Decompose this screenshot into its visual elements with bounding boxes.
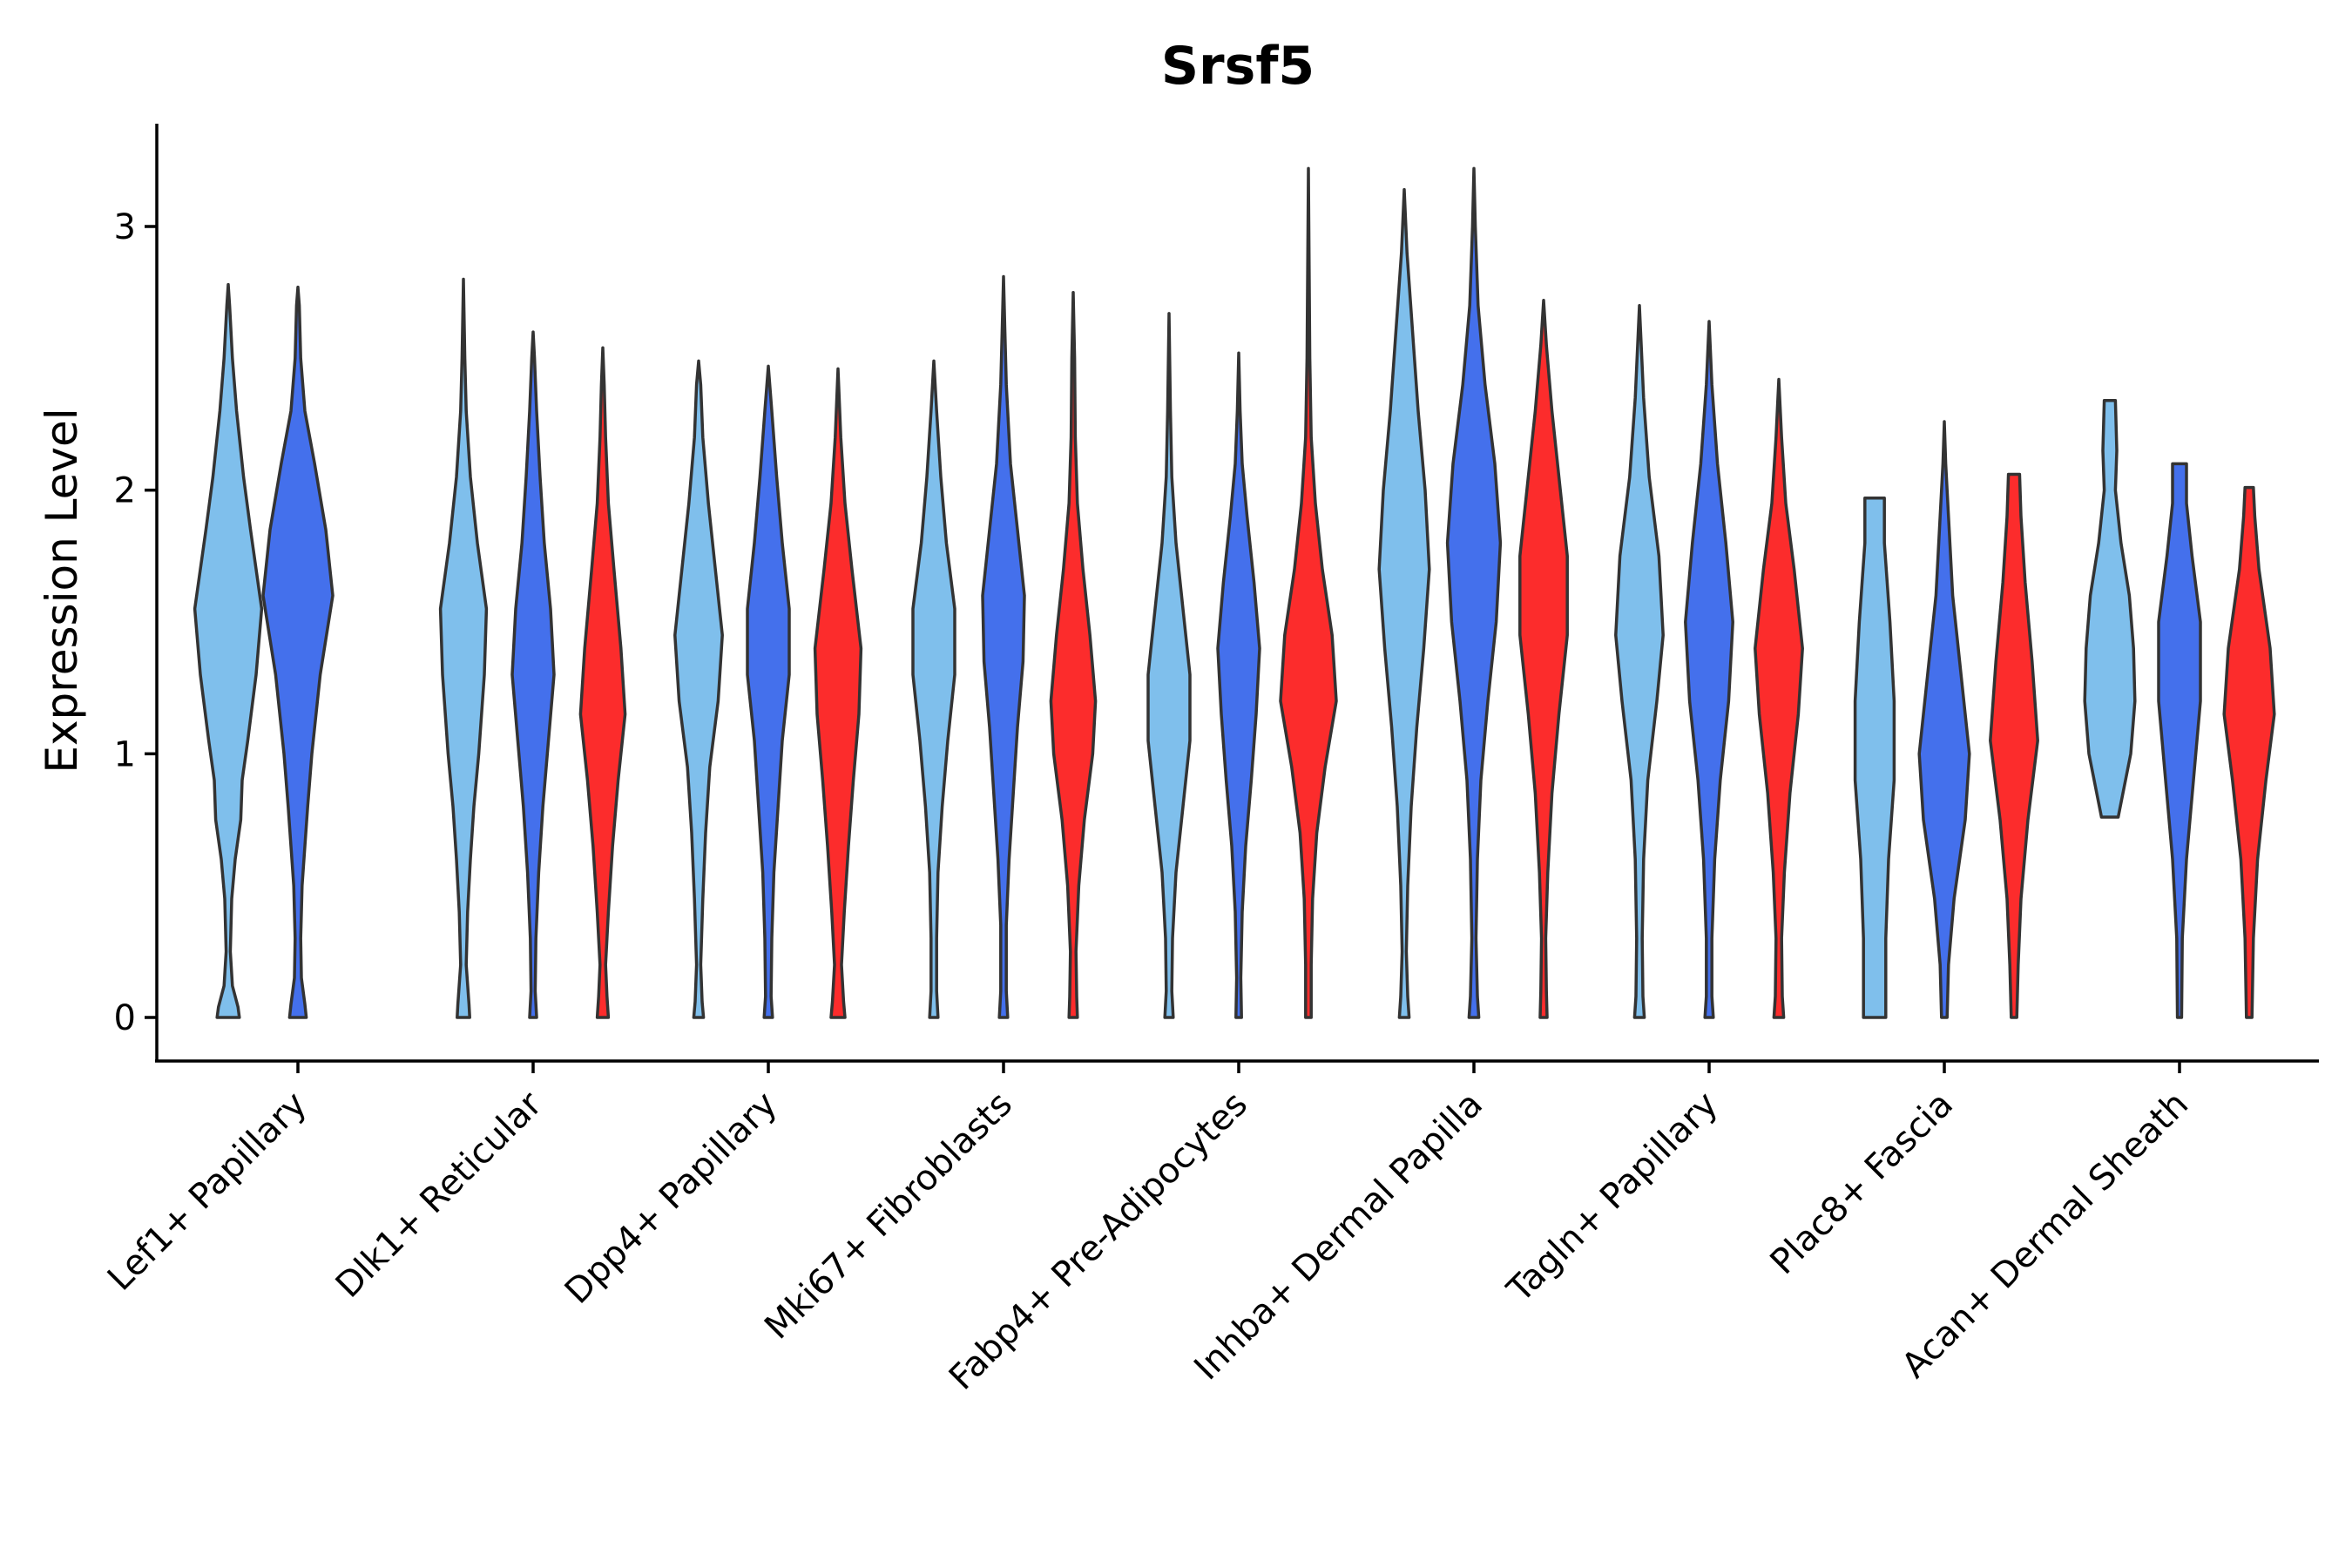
chart-title: Srsf5 — [1161, 36, 1315, 97]
x-tick-label: Plac8+ Fascia — [1763, 1085, 1962, 1283]
y-axis-ticks: 0 1 2 3 — [114, 207, 157, 1038]
violin-2-2 — [813, 367, 863, 1019]
violin-5-0 — [1377, 187, 1431, 1019]
violin-2-0 — [673, 359, 724, 1019]
x-axis-ticks: Lef1+ Papillary Dlk1+ Reticular Dpp4+ Papi… — [100, 1061, 2196, 1398]
violin-7-1 — [1917, 420, 1971, 1019]
violin-5-2 — [1518, 298, 1569, 1019]
violin-3-2 — [1049, 290, 1098, 1019]
violin-7-0 — [1853, 496, 1896, 1019]
violin-layer — [193, 166, 2276, 1019]
violin-5-1 — [1445, 166, 1503, 1019]
violin-6-1 — [1684, 320, 1734, 1019]
violin-0-1 — [261, 285, 335, 1019]
violin-2-1 — [746, 364, 791, 1019]
violin-1-1 — [510, 330, 556, 1019]
violin-0-0 — [193, 282, 264, 1019]
y-tick-label: 3 — [114, 207, 136, 247]
violin-4-2 — [1279, 166, 1338, 1019]
violin-3-1 — [981, 274, 1026, 1019]
violin-3-0 — [911, 359, 956, 1019]
x-tick-label: Dlk1+ Reticular — [328, 1084, 551, 1306]
violin-7-2 — [1989, 472, 2039, 1019]
violin-1-2 — [578, 346, 627, 1019]
x-tick-label: Tagln+ Papillary — [1499, 1085, 1726, 1311]
x-tick-label: Dpp4+ Papillary — [558, 1085, 785, 1312]
violin-1-0 — [438, 277, 489, 1019]
y-tick-label: 1 — [114, 734, 136, 774]
violin-4-1 — [1216, 351, 1261, 1019]
violin-8-0 — [2083, 399, 2137, 819]
x-tick-label: Lef1+ Papillary — [100, 1085, 314, 1299]
violin-6-0 — [1614, 304, 1665, 1019]
violin-8-1 — [2157, 462, 2202, 1019]
violin-4-0 — [1146, 312, 1192, 1019]
y-tick-label: 0 — [114, 998, 136, 1038]
x-tick-label: Mki67+ Fibroblasts — [757, 1085, 1020, 1348]
violin-6-2 — [1754, 377, 1804, 1019]
y-tick-label: 2 — [114, 471, 136, 511]
y-axis-title: Expression Level — [37, 408, 87, 773]
violin-8-2 — [2222, 485, 2276, 1019]
